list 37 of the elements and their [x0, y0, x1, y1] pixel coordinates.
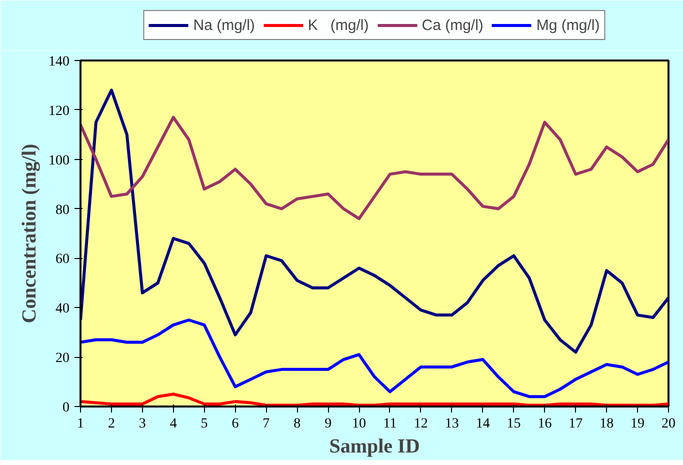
x-tick-label: 10 [352, 416, 366, 432]
y-tick-label: 60 [56, 252, 70, 268]
x-tick-label: 3 [138, 416, 146, 432]
x-tick-label: 7 [262, 416, 270, 432]
legend-label: K (mg/l) [308, 16, 369, 34]
x-axis-title: Sample ID [329, 436, 420, 458]
legend-label: Na (mg/l) [193, 16, 255, 34]
line-series [80, 116, 668, 220]
x-tick-label: 5 [200, 416, 208, 432]
x-tick-label: 12 [414, 416, 428, 432]
x-tick-label: 20 [662, 416, 676, 432]
y-tick-label: 140 [48, 54, 70, 70]
legend-label: Ca (mg/l) [422, 16, 484, 34]
x-tick-label: 2 [108, 416, 115, 432]
x-tick-label: 17 [568, 416, 583, 432]
y-tick-label: 80 [56, 202, 70, 218]
x-tick-label: 1 [77, 416, 84, 432]
x-tick-label: 8 [294, 416, 301, 432]
x-tick-label: 13 [444, 416, 459, 432]
x-tick-label: 11 [383, 416, 397, 432]
line-series [80, 318, 668, 398]
x-tick-label: 15 [506, 416, 521, 432]
y-tick-label: 100 [48, 153, 70, 168]
x-tick-label: 4 [170, 416, 177, 432]
y-tick-label: 0 [62, 400, 70, 416]
legend-label: Mg (mg/l) [536, 16, 600, 34]
y-tick-label: 120 [48, 104, 70, 119]
x-tick-label: 16 [538, 416, 552, 432]
x-tick-label: 14 [476, 416, 490, 432]
line-series [80, 88, 668, 354]
y-tick-label: 40 [56, 302, 70, 317]
x-tick-label: 6 [232, 416, 239, 432]
y-axis-title: Concentration (mg/l) [18, 144, 40, 324]
x-tick-label: 18 [600, 416, 614, 432]
x-tick-label: 19 [630, 416, 645, 432]
y-tick-label: 20 [56, 351, 70, 366]
x-tick-label: 9 [324, 416, 332, 432]
